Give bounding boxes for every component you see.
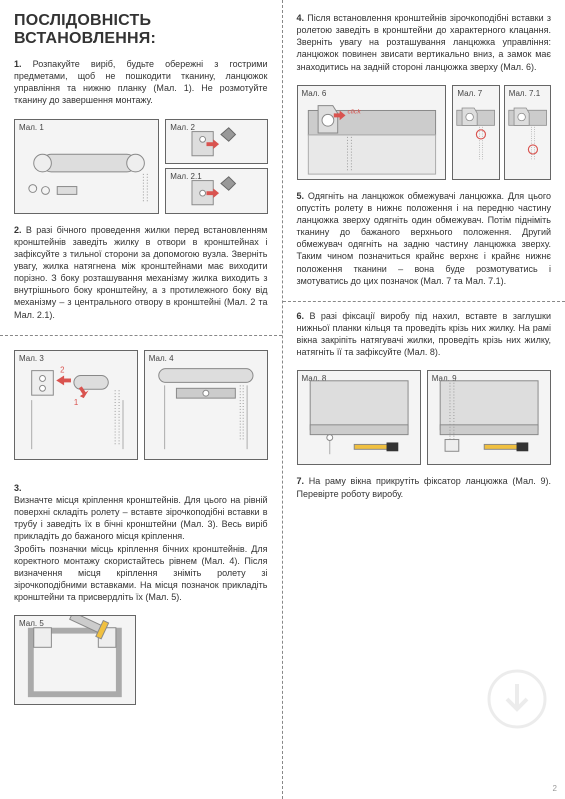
step-4-text: 4. Після встановлення кронштейнів зірочк… <box>297 12 552 73</box>
step-3-body: Визначте місця кріплення кронштейнів. Дл… <box>14 495 268 602</box>
watermark-icon <box>487 669 547 729</box>
step-6-num: 6. <box>297 311 305 321</box>
step-1-text: 1. Розпакуйте виріб, будьте обережні з г… <box>14 58 268 107</box>
figure-2-illustration <box>166 120 266 164</box>
figure-7-1-illustration <box>505 86 550 179</box>
page-number: 2 <box>553 784 557 793</box>
figure-6: Мал. 6 click <box>297 85 447 180</box>
svg-text:1: 1 <box>74 398 78 407</box>
figure-7-1: Мал. 7.1 <box>504 85 551 180</box>
figure-8: Мал. 8 <box>297 370 421 465</box>
figure-2-1: Мал. 2.1 <box>165 168 267 214</box>
figure-2: Мал. 2 <box>165 119 267 165</box>
figure-3: Мал. 3 2 1 <box>14 350 138 460</box>
step-3-num: 3. <box>14 483 22 493</box>
step-4-num: 4. <box>297 13 305 23</box>
step-6-body: В разі фіксації виробу під нахил, вставт… <box>297 311 552 357</box>
svg-text:2: 2 <box>60 365 64 374</box>
figure-9: Мал. 9 <box>427 370 551 465</box>
step-5-num: 5. <box>297 191 305 201</box>
figure-2-1-illustration <box>166 169 266 213</box>
step-2-text: 2. В разі бічного проведення жилки перед… <box>14 224 268 321</box>
figure-5: Мал. 5 <box>14 615 136 705</box>
step-5-text: 5. Одягніть на ланцюжок обмежувачі ланцю… <box>297 190 552 287</box>
figure-5-illustration <box>15 616 135 704</box>
step-1-body: Розпакуйте виріб, будьте обережні з гост… <box>14 59 268 105</box>
step-4-body: Після встановлення кронштейнів зірочкопо… <box>297 13 552 72</box>
step-7-num: 7. <box>297 476 305 486</box>
figure-4: Мал. 4 <box>144 350 268 460</box>
figure-6-illustration: click <box>298 86 446 179</box>
section-divider-left <box>0 335 282 336</box>
figure-9-illustration <box>428 371 550 464</box>
figure-4-illustration <box>145 351 267 459</box>
figure-1: Мал. 1 <box>14 119 159 214</box>
section-divider-right <box>283 301 565 302</box>
step-5-body: Одягніть на ланцюжок обмежувачі ланцюжка… <box>297 191 552 286</box>
figure-7: Мал. 7 <box>452 85 499 180</box>
click-label: click <box>347 108 361 115</box>
figure-1-illustration <box>15 120 158 213</box>
page-title: ПОСЛІДОВНІСТЬ ВСТАНОВЛЕННЯ: <box>14 12 268 48</box>
step-6-text: 6. В разі фіксації виробу під нахил, вст… <box>297 310 552 359</box>
step-7-text: 7. На раму вікна прикрутіть фіксатор лан… <box>297 475 552 499</box>
step-3-text: 3. Визначте місця кріплення кронштейнів.… <box>14 470 268 604</box>
figure-3-illustration: 2 1 <box>15 351 137 459</box>
figure-7-illustration <box>453 86 498 179</box>
step-1-num: 1. <box>14 59 22 69</box>
step-7-body: На раму вікна прикрутіть фіксатор ланцюж… <box>297 476 552 498</box>
step-2-body: В разі бічного проведення жилки перед вс… <box>14 225 268 320</box>
step-2-num: 2. <box>14 225 22 235</box>
figure-8-illustration <box>298 371 420 464</box>
